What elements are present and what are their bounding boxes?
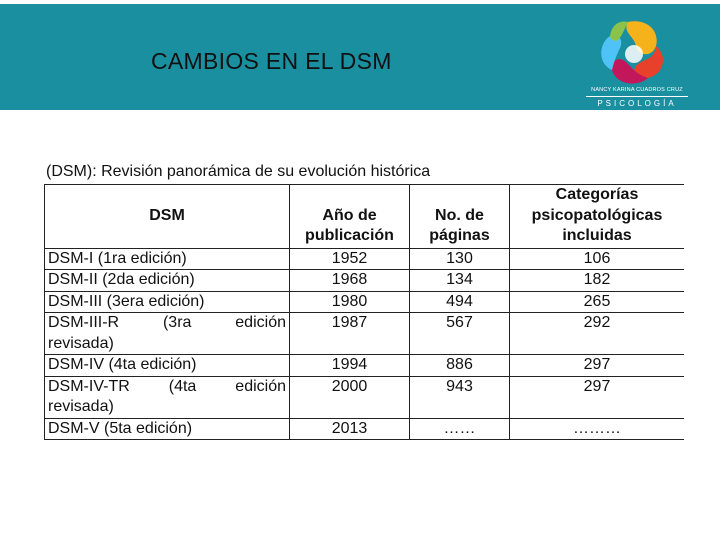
cell-pages: …… — [409, 417, 510, 440]
table-caption: (DSM): Revisión panorámica de su evoluci… — [46, 163, 431, 180]
slide-title: CAMBIOS EN EL DSM — [151, 48, 392, 74]
cell-categories: 106 — [509, 247, 684, 270]
header-pages: No. de páginas — [409, 184, 510, 249]
cell-year: 1980 — [289, 290, 410, 313]
cell-categories: 297 — [509, 354, 684, 377]
table-row: DSM-V (5ta edición) 2013 …… ……… — [44, 417, 684, 440]
cell-year: 1994 — [289, 354, 410, 377]
logo: NANCY KARINA CUADROS CRUZ PSICOLOGÍA — [582, 14, 692, 112]
cell-year: 1987 — [289, 312, 410, 355]
cell-categories: ……… — [509, 417, 684, 440]
cell-name: DSM-I (1ra edición) — [44, 247, 290, 270]
cell-name: DSM-IV-TR (4ta edición revisada) — [44, 375, 290, 419]
cell-pages: 494 — [409, 290, 510, 313]
cell-year: 2013 — [289, 417, 410, 440]
cell-categories: 182 — [509, 269, 684, 292]
table-panel: (DSM): Revisión panorámica de su evoluci… — [44, 160, 684, 442]
cell-pages: 886 — [409, 354, 510, 377]
table-row: DSM-III-R (3ra edición revisada) 1987 567 … — [44, 312, 684, 355]
dsm-table: DSM Año de publicación No. de páginas Cate… — [44, 184, 684, 440]
table-row: DSM-IV (4ta edición) 1994 886 297 — [44, 354, 684, 377]
cell-categories: 297 — [509, 375, 684, 419]
cell-pages: 943 — [409, 375, 510, 419]
table-row: DSM-II (2da edición) 1968 134 182 — [44, 269, 684, 292]
logo-brand-text: NANCY KARINA CUADROS CRUZ — [591, 87, 683, 93]
cell-pages: 130 — [409, 247, 510, 270]
cell-name: DSM-II (2da edición) — [44, 269, 290, 292]
table-row: DSM-I (1ra edición) 1952 130 106 — [44, 247, 684, 270]
cell-categories: 292 — [509, 312, 684, 355]
logo-subtitle: PSICOLOGÍA — [597, 99, 677, 108]
cell-pages: 134 — [409, 269, 510, 292]
cell-year: 2000 — [289, 375, 410, 419]
header-bar: CAMBIOS EN EL DSM NANCY KARINA CUADROS C… — [0, 4, 720, 110]
cell-pages: 567 — [409, 312, 510, 355]
logo-divider — [586, 96, 688, 97]
cell-year: 1968 — [289, 269, 410, 292]
table-row: DSM-III (3era edición) 1980 494 265 — [44, 290, 684, 313]
cell-name: DSM-IV (4ta edición) — [44, 354, 290, 377]
header-categories: Categorías psicopatológicas incluidas — [509, 184, 684, 249]
cell-name: DSM-III (3era edición) — [44, 290, 290, 313]
header-dsm: DSM — [44, 184, 290, 249]
cell-name: DSM-V (5ta edición) — [44, 417, 290, 440]
table-row: DSM-IV-TR (4ta edición revisada) 2000 943 … — [44, 375, 684, 419]
header-year: Año de publicación — [289, 184, 410, 249]
logo-icon — [601, 21, 663, 84]
cell-categories: 265 — [509, 290, 684, 313]
cell-year: 1952 — [289, 247, 410, 270]
table-header-row: DSM Año de publicación No. de páginas Cate… — [44, 184, 684, 249]
cell-name: DSM-III-R (3ra edición revisada) — [44, 312, 290, 355]
